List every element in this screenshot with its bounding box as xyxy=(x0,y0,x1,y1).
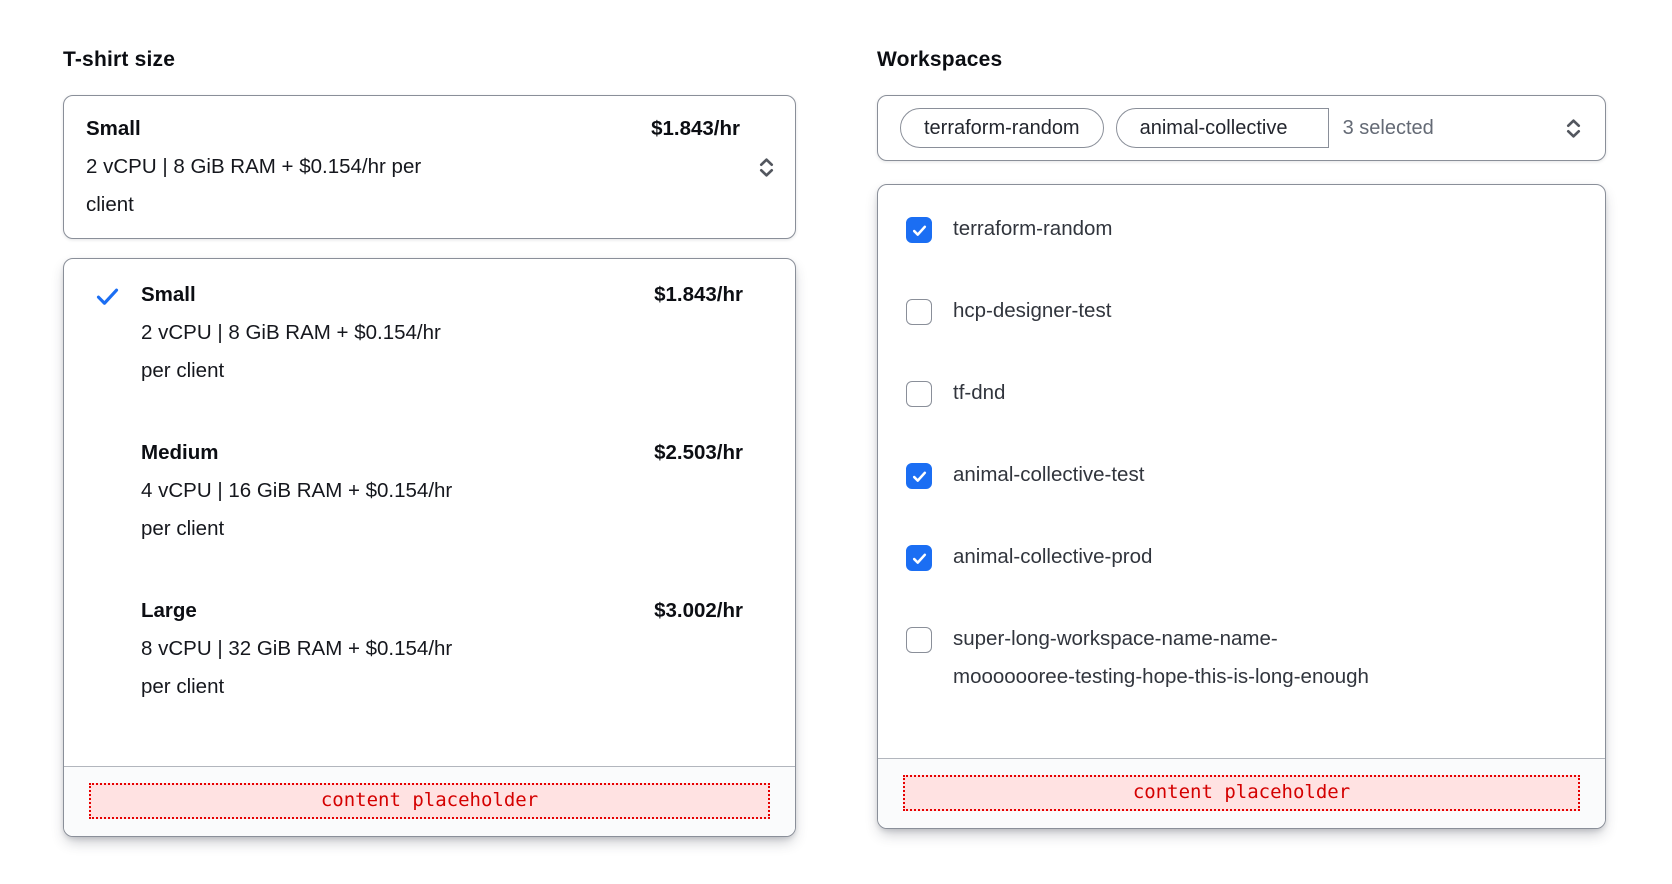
tshirt-size-trigger[interactable]: Small $1.843/hr 2 vCPU | 8 GiB RAM + $0.… xyxy=(63,95,796,239)
option-price: $1.843/hr xyxy=(654,283,743,306)
option-small[interactable]: Small $1.843/hr 2 vCPU | 8 GiB RAM + $0.… xyxy=(64,276,795,390)
content-placeholder: content placeholder xyxy=(89,783,770,819)
workspace-options: terraform-random hcp-designer-test tf-dn… xyxy=(878,185,1605,758)
workspaces-trigger[interactable]: terraform-random animal-collective 3 sel… xyxy=(877,95,1606,161)
workspaces-listbox: terraform-random hcp-designer-test tf-dn… xyxy=(877,184,1606,829)
checkbox[interactable] xyxy=(906,299,932,325)
selected-size-title: Small xyxy=(86,117,141,140)
workspaces-label: Workspaces xyxy=(877,48,1003,71)
selected-check-icon xyxy=(94,434,141,548)
tag-terraform-random[interactable]: terraform-random xyxy=(900,108,1104,148)
selected-check-icon xyxy=(94,592,141,706)
option-description: 2 vCPU | 8 GiB RAM + $0.154/hr per clien… xyxy=(141,321,441,382)
checkbox[interactable] xyxy=(906,627,932,653)
option-title: Small xyxy=(141,283,196,306)
tag-animal-collective[interactable]: animal-collective xyxy=(1115,108,1329,148)
workspace-option[interactable]: terraform-random xyxy=(878,188,1605,270)
checkbox[interactable] xyxy=(906,381,932,407)
workspace-option[interactable]: animal-collective-prod xyxy=(878,516,1605,598)
option-price: $3.002/hr xyxy=(654,599,743,622)
workspace-option-label: super-long-workspace-name-name- moooooor… xyxy=(953,627,1369,688)
workspace-option-label: animal-collective-prod xyxy=(953,545,1153,568)
tshirt-trigger-text: Small $1.843/hr 2 vCPU | 8 GiB RAM + $0.… xyxy=(86,110,740,224)
workspace-option-label: tf-dnd xyxy=(953,381,1006,404)
option-large[interactable]: Large $3.002/hr 8 vCPU | 32 GiB RAM + $0… xyxy=(64,592,795,706)
tshirt-options: Small $1.843/hr 2 vCPU | 8 GiB RAM + $0.… xyxy=(64,259,795,766)
workspace-option-label: hcp-designer-test xyxy=(953,299,1112,322)
option-description: 8 vCPU | 32 GiB RAM + $0.154/hr per clie… xyxy=(141,637,453,698)
selected-count: 3 selected xyxy=(1342,116,1434,139)
content-placeholder: content placeholder xyxy=(903,775,1580,811)
checkbox[interactable] xyxy=(906,217,932,243)
option-price: $2.503/hr xyxy=(654,441,743,464)
workspace-option[interactable]: hcp-designer-test xyxy=(878,270,1605,352)
option-description: 4 vCPU | 16 GiB RAM + $0.154/hr per clie… xyxy=(141,479,453,540)
option-title: Medium xyxy=(141,441,219,464)
selected-check-icon xyxy=(94,276,141,390)
workspaces-listbox-footer: content placeholder xyxy=(878,758,1605,828)
tshirt-size-listbox: Small $1.843/hr 2 vCPU | 8 GiB RAM + $0.… xyxy=(63,258,796,837)
workspace-option-label: terraform-random xyxy=(953,217,1113,240)
tshirt-size-field: T-shirt size Small $1.843/hr 2 vCPU | 8 … xyxy=(63,46,796,837)
workspace-option[interactable]: super-long-workspace-name-name- moooooor… xyxy=(878,598,1605,718)
tshirt-size-label: T-shirt size xyxy=(63,48,176,71)
chevron-up-down-icon xyxy=(754,155,779,180)
checkbox[interactable] xyxy=(906,463,932,489)
checkbox[interactable] xyxy=(906,545,932,571)
tshirt-listbox-footer: content placeholder xyxy=(64,766,795,836)
option-title: Large xyxy=(141,599,197,622)
chevron-up-down-icon xyxy=(1561,116,1586,141)
workspace-option-label: animal-collective-test xyxy=(953,463,1145,486)
workspace-option[interactable]: tf-dnd xyxy=(878,352,1605,434)
selected-size-description: 2 vCPU | 8 GiB RAM + $0.154/hr per clien… xyxy=(86,155,422,216)
selected-size-price: $1.843/hr xyxy=(651,117,740,140)
option-medium[interactable]: Medium $2.503/hr 4 vCPU | 16 GiB RAM + $… xyxy=(64,434,795,548)
workspace-option[interactable]: animal-collective-test xyxy=(878,434,1605,516)
workspaces-field: Workspaces terraform-random animal-colle… xyxy=(877,46,1606,829)
